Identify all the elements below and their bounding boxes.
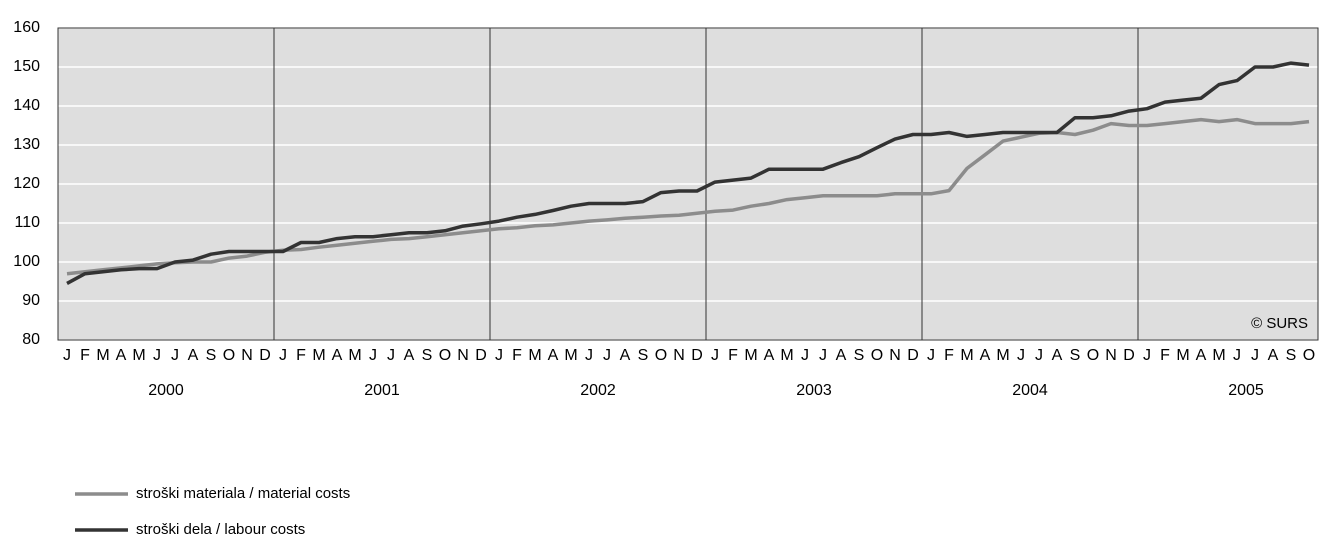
x-tick-label: M (1212, 347, 1225, 364)
x-tick-label: F (728, 347, 738, 364)
x-tick-label: N (1105, 347, 1117, 364)
x-tick-label: J (495, 347, 503, 364)
x-tick-label: O (1087, 347, 1099, 364)
x-tick-label: J (1233, 347, 1241, 364)
y-tick-label: 100 (13, 253, 40, 270)
x-tick-label: M (312, 347, 325, 364)
y-tick-label: 90 (22, 292, 40, 309)
x-tick-label: A (116, 347, 127, 364)
x-tick-label: J (279, 347, 287, 364)
x-tick-label: M (780, 347, 793, 364)
x-tick-label: J (1251, 347, 1259, 364)
x-tick-label: S (638, 347, 649, 364)
x-tick-label: J (1143, 347, 1151, 364)
x-tick-label: J (603, 347, 611, 364)
x-tick-label: A (332, 347, 343, 364)
x-tick-label: M (996, 347, 1009, 364)
x-tick-label: M (564, 347, 577, 364)
year-label: 2005 (1228, 382, 1264, 399)
x-tick-label: F (1160, 347, 1170, 364)
x-tick-label: J (387, 347, 395, 364)
x-tick-label: M (960, 347, 973, 364)
y-tick-label: 140 (13, 97, 40, 114)
x-tick-label: A (1268, 347, 1279, 364)
y-tick-label: 150 (13, 58, 40, 75)
x-tick-label: J (171, 347, 179, 364)
y-tick-label: 130 (13, 136, 40, 153)
x-tick-label: S (1070, 347, 1081, 364)
year-label: 2003 (796, 382, 832, 399)
x-tick-label: J (1017, 347, 1025, 364)
x-tick-label: J (369, 347, 377, 364)
y-tick-label: 110 (14, 214, 40, 231)
x-tick-label: M (1176, 347, 1189, 364)
series-line (66, 61, 1310, 285)
x-tick-label: M (528, 347, 541, 364)
x-tick-label: J (927, 347, 935, 364)
x-tick-label: O (1303, 347, 1315, 364)
x-tick-label: J (711, 347, 719, 364)
x-tick-label: A (764, 347, 775, 364)
x-tick-label: J (153, 347, 161, 364)
x-tick-label: A (188, 347, 199, 364)
x-tick-label: N (457, 347, 469, 364)
legend-label: stroški materiala / material costs (136, 485, 350, 502)
year-label: 2004 (1012, 382, 1048, 399)
x-tick-label: D (907, 347, 919, 364)
x-tick-label: O (871, 347, 883, 364)
x-tick-label: A (620, 347, 631, 364)
x-tick-label: D (475, 347, 487, 364)
x-tick-label: D (691, 347, 703, 364)
x-tick-label: O (439, 347, 451, 364)
year-label: 2001 (364, 382, 400, 399)
x-tick-label: S (422, 347, 433, 364)
x-tick-label: A (836, 347, 847, 364)
x-tick-label: A (404, 347, 415, 364)
x-tick-label: F (296, 347, 306, 364)
x-tick-label: N (241, 347, 253, 364)
x-tick-label: N (673, 347, 685, 364)
x-tick-label: D (1123, 347, 1135, 364)
x-tick-label: D (259, 347, 271, 364)
x-tick-label: F (944, 347, 954, 364)
y-tick-label: 80 (22, 331, 40, 348)
x-tick-label: J (63, 347, 71, 364)
x-tick-label: J (819, 347, 827, 364)
y-tick-label: 120 (13, 175, 40, 192)
annotation: © SURS (1251, 315, 1308, 332)
x-tick-label: M (132, 347, 145, 364)
x-tick-label: J (801, 347, 809, 364)
x-tick-label: O (655, 347, 667, 364)
year-label: 2000 (148, 382, 184, 399)
year-label: 2002 (580, 382, 616, 399)
x-tick-label: S (206, 347, 217, 364)
x-tick-label: N (889, 347, 901, 364)
x-tick-label: S (854, 347, 865, 364)
legend-label: stroški dela / labour costs (136, 521, 305, 538)
x-tick-label: A (980, 347, 991, 364)
x-tick-label: F (80, 347, 90, 364)
x-tick-label: J (1035, 347, 1043, 364)
x-tick-label: O (223, 347, 235, 364)
x-tick-label: S (1286, 347, 1297, 364)
x-tick-label: M (96, 347, 109, 364)
x-tick-label: A (1052, 347, 1063, 364)
x-tick-label: J (585, 347, 593, 364)
x-tick-label: A (1196, 347, 1207, 364)
x-tick-label: M (348, 347, 361, 364)
x-tick-label: M (744, 347, 757, 364)
plot-border (57, 27, 1319, 341)
x-tick-label: A (548, 347, 559, 364)
x-tick-label: F (512, 347, 522, 364)
y-tick-label: 160 (13, 19, 40, 36)
